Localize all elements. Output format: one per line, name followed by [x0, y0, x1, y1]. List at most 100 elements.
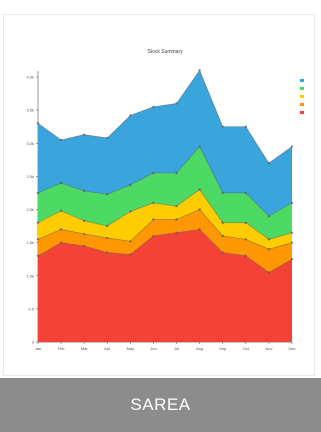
data-point[interactable] [267, 248, 271, 251]
series-line [37, 209, 293, 250]
data-point[interactable] [290, 145, 294, 148]
data-point[interactable] [175, 171, 178, 175]
area-series [38, 209, 292, 273]
x-tick-label: Sep [219, 346, 227, 351]
data-point[interactable] [290, 201, 294, 205]
data-point[interactable] [290, 241, 294, 244]
data-point[interactable] [290, 231, 294, 234]
area-series [38, 70, 292, 217]
y-tick-label: 2.0k [26, 207, 34, 212]
data-point[interactable] [198, 145, 201, 148]
data-point[interactable] [267, 214, 271, 218]
data-point[interactable] [106, 251, 109, 254]
data-point[interactable] [106, 236, 109, 240]
data-point[interactable] [129, 114, 132, 117]
chart-card: Stock Summary 0 0.5 1.0k 1.5k 2.0k 2.5k 3.0k 3.5… [3, 14, 315, 376]
x-tick-label: Apr [104, 346, 111, 351]
y-tick-label: 1.5k [26, 240, 34, 245]
data-point[interactable] [106, 224, 109, 228]
x-tick-label: Jul [174, 346, 179, 351]
y-tick-label: 2.5k [26, 174, 34, 179]
data-point[interactable] [267, 238, 271, 241]
data-point[interactable] [59, 241, 63, 244]
data-point[interactable] [152, 105, 155, 109]
x-tick-label: Mar [81, 346, 89, 351]
data-point[interactable] [198, 228, 201, 231]
data-point[interactable] [106, 193, 109, 196]
data-point[interactable] [129, 183, 132, 187]
legend-swatch [300, 103, 304, 106]
x-tick-label: May [127, 346, 135, 351]
y-tick-label: 3.0k [26, 141, 34, 146]
data-point[interactable] [36, 254, 40, 258]
series-line [37, 145, 293, 217]
data-point[interactable] [152, 171, 155, 175]
data-point[interactable] [59, 138, 63, 142]
data-point[interactable] [267, 161, 271, 165]
data-point[interactable] [175, 231, 178, 234]
y-tick-label: 1.0k [26, 273, 34, 278]
area-series [38, 229, 292, 342]
data-point[interactable] [244, 191, 248, 195]
data-point[interactable] [82, 244, 86, 248]
footer-label: SAREA [130, 395, 191, 414]
data-point[interactable] [244, 221, 248, 224]
legend-swatch [300, 87, 304, 90]
data-point[interactable] [82, 232, 86, 236]
chart-title: Stock Summary [147, 49, 183, 55]
x-tick-label: Jun [150, 346, 156, 351]
data-point[interactable] [221, 191, 224, 195]
data-point[interactable] [129, 240, 132, 243]
data-point[interactable] [152, 218, 155, 221]
data-point[interactable] [175, 218, 178, 221]
stacked-area-chart: Stock Summary 0 0.5 1.0k 1.5k 2.0k 2.5k 3.0k 3.5… [26, 49, 304, 351]
data-point[interactable] [36, 122, 40, 125]
data-point[interactable] [221, 221, 224, 224]
data-point[interactable] [175, 102, 178, 105]
y-tick-label: 4.0k [26, 75, 34, 80]
data-point[interactable] [198, 188, 201, 191]
data-point[interactable] [267, 271, 271, 274]
x-tick-label: Dec [288, 346, 295, 351]
data-point[interactable] [82, 219, 86, 222]
data-point[interactable] [36, 238, 40, 241]
x-tick-label: Nov [265, 346, 272, 351]
data-point[interactable] [129, 253, 132, 256]
footer-bar[interactable]: SAREA [0, 378, 321, 432]
data-point[interactable] [244, 238, 248, 241]
data-point[interactable] [221, 251, 224, 254]
data-point[interactable] [106, 136, 109, 140]
data-point[interactable] [175, 204, 178, 208]
area-series [38, 146, 292, 240]
x-tick-label: Feb [58, 346, 66, 351]
series-line [37, 229, 293, 273]
data-point[interactable] [36, 191, 40, 195]
data-point[interactable] [59, 181, 63, 185]
series-line [37, 69, 293, 164]
data-point[interactable] [198, 208, 201, 211]
data-point[interactable] [152, 201, 155, 205]
data-point[interactable] [129, 210, 132, 213]
data-point[interactable] [221, 234, 224, 238]
data-point[interactable] [59, 209, 63, 213]
y-tick-label: 0.5 [28, 306, 34, 311]
data-point[interactable] [244, 125, 248, 128]
data-point[interactable] [290, 257, 294, 261]
data-point[interactable] [59, 228, 63, 231]
data-point[interactable] [152, 234, 155, 238]
x-tick-label: Oct [243, 346, 250, 351]
x-tick-label: Jan [35, 346, 41, 351]
y-tick-label: 0 [32, 340, 35, 345]
data-point[interactable] [82, 189, 86, 193]
data-point[interactable] [221, 125, 224, 128]
data-point[interactable] [244, 254, 248, 258]
legend-swatch [300, 95, 304, 98]
data-point[interactable] [82, 133, 86, 136]
x-tick-label: Aug [196, 346, 203, 351]
data-point[interactable] [36, 221, 40, 224]
series-line [37, 189, 293, 240]
legend-swatch [300, 111, 304, 114]
legend-swatch [300, 79, 304, 82]
data-point[interactable] [198, 69, 201, 72]
